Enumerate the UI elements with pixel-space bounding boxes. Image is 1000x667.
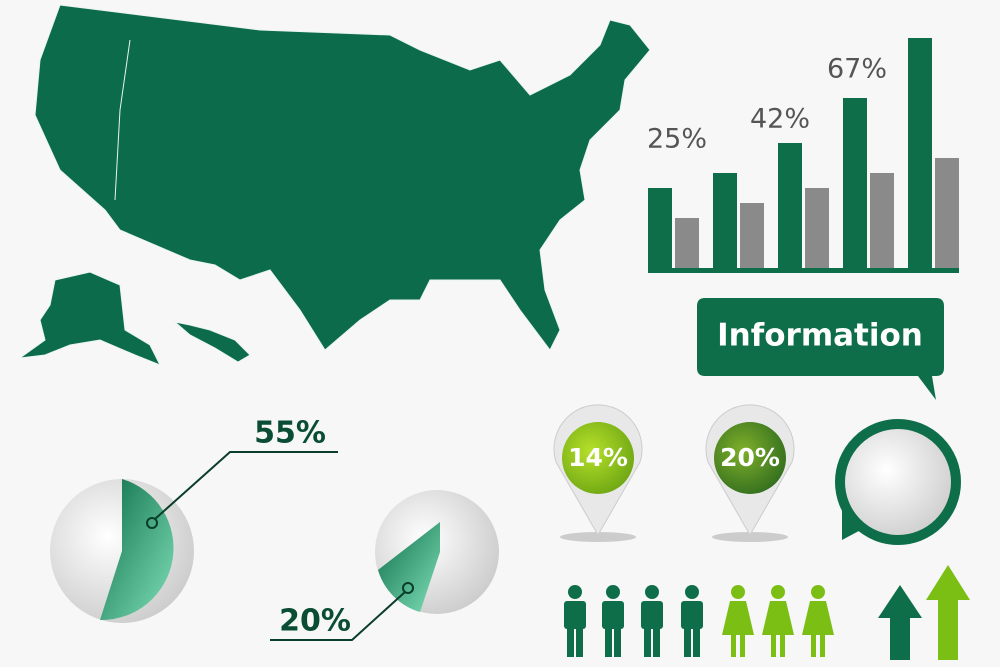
pin-shadow xyxy=(560,532,636,542)
people xyxy=(564,585,834,657)
pie-label: 20% xyxy=(279,604,351,639)
pie-label: 55% xyxy=(254,416,326,451)
us-map xyxy=(19,4,651,366)
pie-slice xyxy=(378,522,440,612)
pie-slice xyxy=(100,479,174,621)
pointer-line xyxy=(270,591,406,641)
bar-label: 67% xyxy=(827,54,887,85)
pointer-dot xyxy=(402,582,414,594)
callout-box xyxy=(697,298,944,400)
pin-label: 20% xyxy=(720,443,780,472)
speech-circle xyxy=(835,419,961,545)
arrow-up xyxy=(926,565,970,660)
pin-disc xyxy=(714,422,786,494)
pointer-dot xyxy=(146,517,158,529)
pin-label: 14% xyxy=(568,443,628,472)
bar-group xyxy=(648,38,959,273)
callout-text: Information xyxy=(717,318,923,354)
arrow-up xyxy=(878,585,922,660)
pointer-line xyxy=(154,451,338,520)
pin-shadow xyxy=(712,532,788,542)
bar-label: 25% xyxy=(647,124,707,155)
bar-label: 42% xyxy=(750,104,810,135)
pin-disc xyxy=(562,422,634,494)
